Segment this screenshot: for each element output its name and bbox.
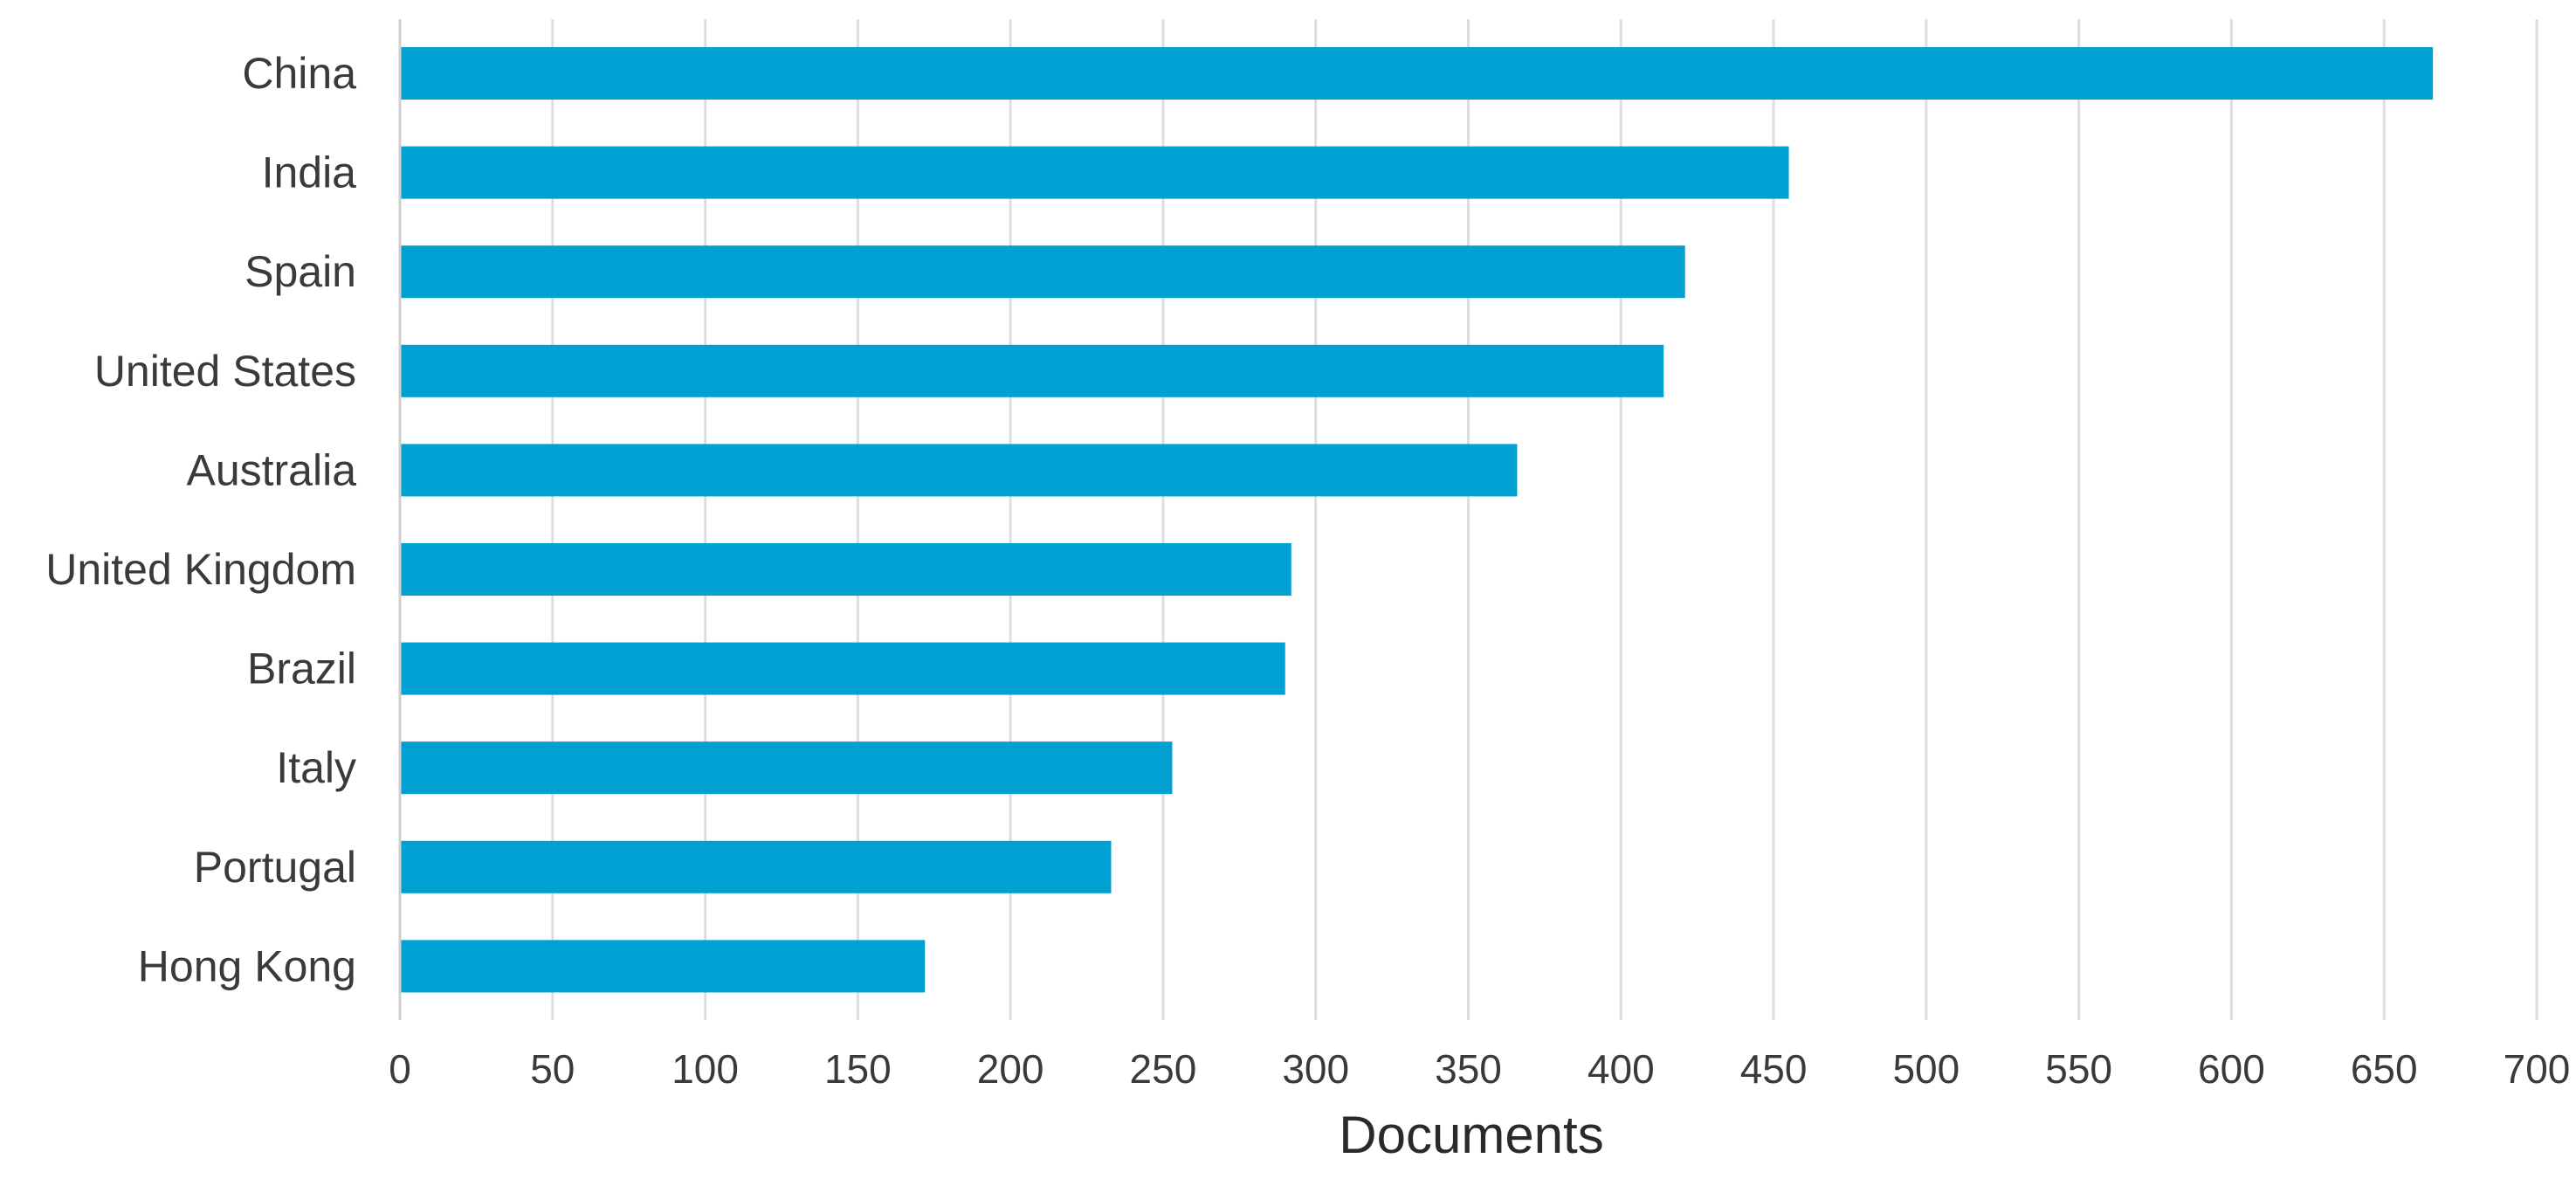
x-tick-label: 700: [2504, 1046, 2571, 1092]
x-tick-label: 650: [2351, 1046, 2418, 1092]
bars: [401, 47, 2434, 993]
bar: [401, 543, 1291, 596]
x-tick-label: 400: [1588, 1046, 1655, 1092]
x-axis-title: Documents: [1339, 1106, 1603, 1164]
x-tick-label: 0: [389, 1046, 411, 1092]
bar: [401, 444, 1518, 497]
x-tick-label: 200: [977, 1046, 1044, 1092]
x-tick-label: 600: [2198, 1046, 2265, 1092]
category-label: United Kingdom: [45, 545, 356, 594]
x-tick-label: 50: [530, 1046, 575, 1092]
bar: [401, 47, 2434, 100]
category-label: Italy: [276, 743, 356, 792]
bar: [401, 741, 1173, 795]
category-label: Australia: [186, 445, 356, 494]
bar: [401, 642, 1285, 695]
category-label: Hong Kong: [138, 941, 356, 990]
category-label: China: [242, 49, 356, 98]
x-tick-label: 250: [1130, 1046, 1197, 1092]
x-tick-label: 150: [824, 1046, 892, 1092]
x-tick-label: 100: [672, 1046, 739, 1092]
bar: [401, 840, 1112, 893]
category-label: Brazil: [247, 645, 356, 693]
x-tick-labels: 0 50 100 150 200 250 300 350 400 450 500 550 600 650 7…: [389, 1046, 2570, 1092]
bar: [401, 245, 1685, 299]
x-tick-label: 450: [1740, 1046, 1808, 1092]
x-tick-label: 350: [1435, 1046, 1502, 1092]
bar: [401, 146, 1789, 199]
category-label: India: [262, 148, 357, 197]
x-tick-label: 300: [1282, 1046, 1349, 1092]
x-tick-label: 500: [1892, 1046, 1960, 1092]
bar: [401, 940, 926, 993]
x-tick-label: 550: [2045, 1046, 2112, 1092]
category-label: Portugal: [194, 843, 356, 892]
category-label: United States: [94, 347, 356, 396]
bar: [401, 344, 1664, 397]
category-label: Spain: [245, 247, 356, 296]
category-labels: China India Spain United States Australia Uni…: [45, 49, 356, 990]
